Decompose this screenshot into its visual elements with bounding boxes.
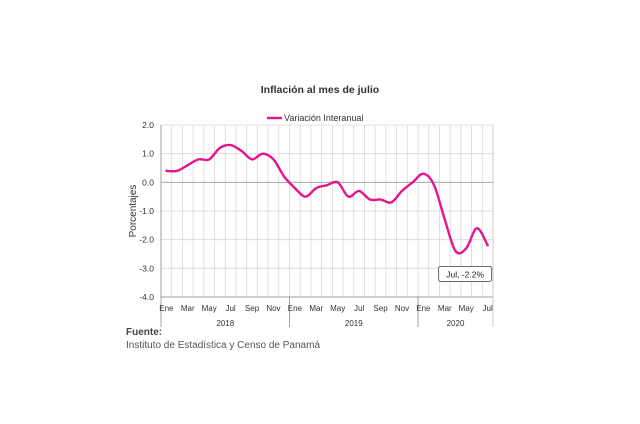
x-tick-label: Nov <box>266 304 280 313</box>
x-tick-label: Mar <box>181 304 195 313</box>
y-tick-label: -3.0 <box>139 263 154 273</box>
legend: Variación Interanual <box>267 113 363 123</box>
axes <box>160 125 494 327</box>
x-tick-label: Ene <box>159 304 174 313</box>
annotation: Jul, -2.2% <box>438 265 493 282</box>
y-axis-ticks: 2.0 1.0 0.0 -1.0 -2.0 -3.0 -4.0 <box>139 120 154 302</box>
legend-label: Variación Interanual <box>284 113 363 123</box>
x-tick-label: May <box>459 304 474 313</box>
x-tick-label: Jul <box>483 304 493 313</box>
x-tick-label: Sep <box>373 304 388 313</box>
year-label: 2018 <box>216 319 234 328</box>
y-tick-label: 0.0 <box>142 177 154 187</box>
year-label: 2019 <box>345 319 363 328</box>
source-label: Fuente: <box>126 327 163 338</box>
y-tick-label: -4.0 <box>139 292 154 302</box>
gridlines <box>161 124 493 298</box>
x-tick-label: May <box>330 304 345 313</box>
chart-title: Inflación al mes de julio <box>261 84 379 96</box>
x-tick-label: Sep <box>245 304 260 313</box>
x-tick-label: Mar <box>309 304 323 313</box>
x-tick-label: Ene <box>416 304 431 313</box>
x-axis-ticks: Ene Mar May Jul Sep Nov Ene Mar May Jul Sep Nov Ene M… <box>159 304 493 328</box>
annotation-label: Jul, -2.2% <box>446 269 484 279</box>
y-tick-label: -1.0 <box>139 206 154 216</box>
source-note: Fuente: Instituto de Estadística y Censo… <box>126 326 320 352</box>
x-tick-label: May <box>202 304 217 313</box>
series-line <box>165 143 489 255</box>
year-label: 2020 <box>447 319 465 328</box>
y-tick-label: 2.0 <box>142 120 154 130</box>
annotation-box <box>438 265 493 282</box>
y-tick-label: -2.0 <box>139 235 154 245</box>
y-axis-label: Porcentajes <box>128 185 139 238</box>
x-tick-label: Jul <box>225 304 235 313</box>
y-tick-label: 1.0 <box>142 149 154 159</box>
x-tick-label: Mar <box>438 304 452 313</box>
x-tick-label: Jul <box>354 304 364 313</box>
series-lines <box>165 143 489 255</box>
x-tick-label: Ene <box>288 304 303 313</box>
source-text: Instituto de Estadística y Censo de Pana… <box>126 340 320 351</box>
x-tick-label: Nov <box>395 304 409 313</box>
